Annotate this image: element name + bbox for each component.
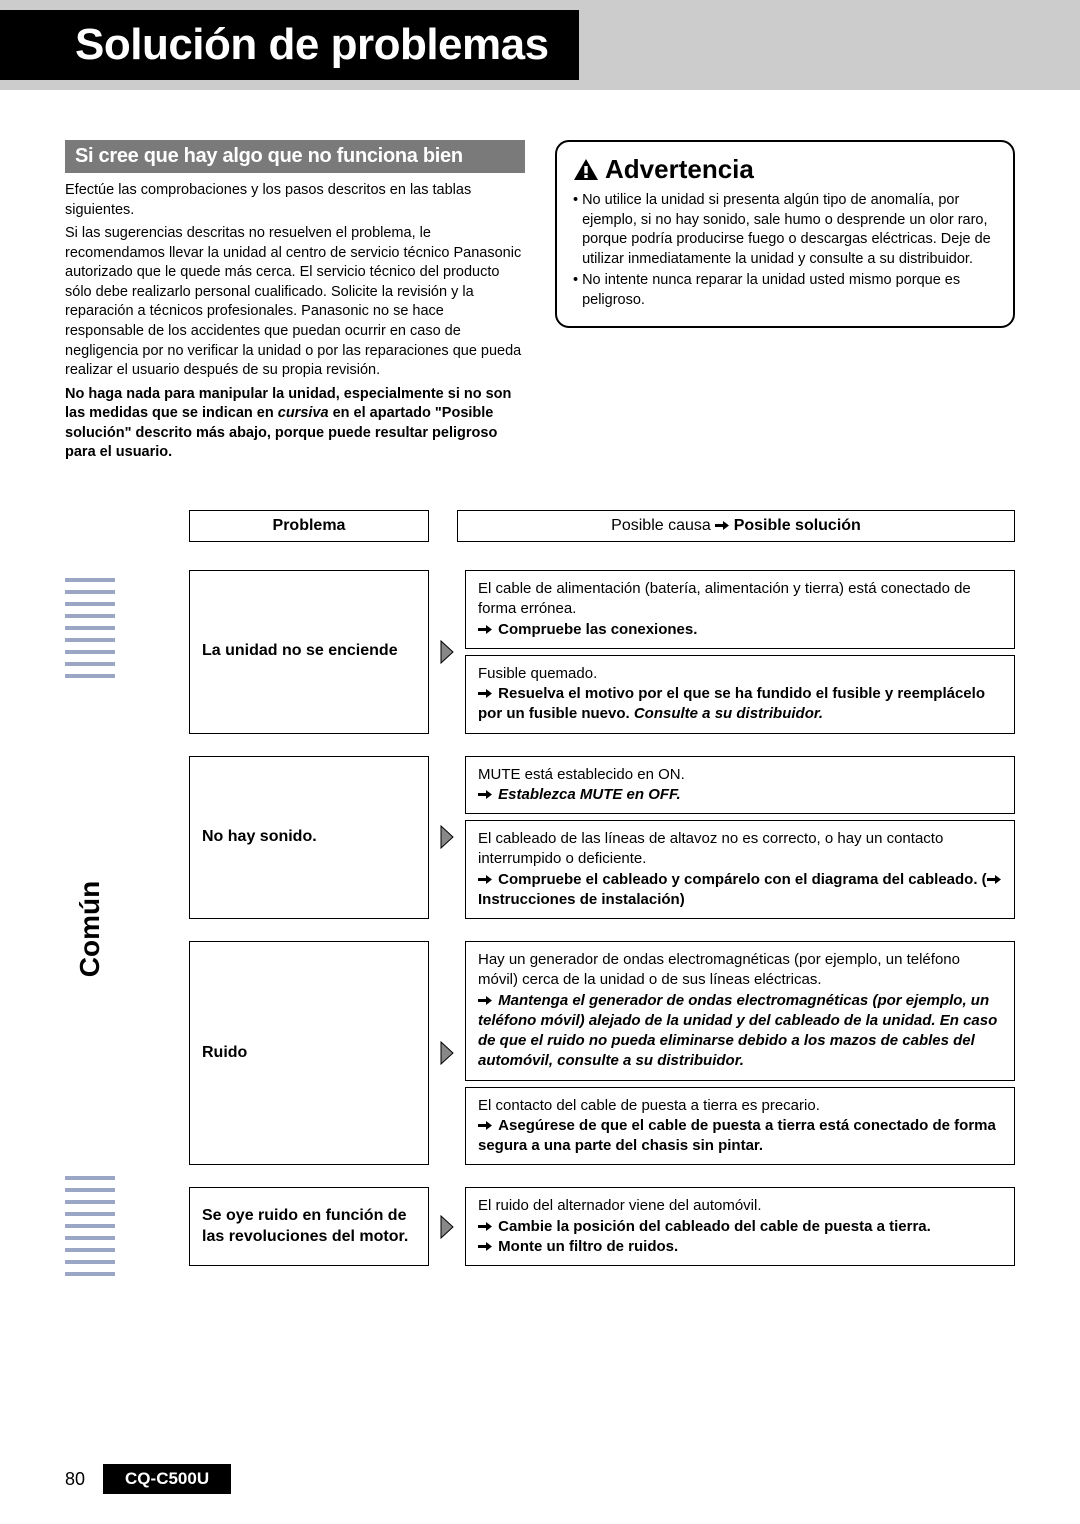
warning-bullet-2-text: No intente nunca reparar la unidad usted… — [582, 271, 997, 310]
category-tab: Común — [65, 570, 115, 1288]
arrow-triangle-icon — [437, 756, 457, 920]
warning-title-text: Advertencia — [605, 154, 754, 185]
problem-cell: No hay sonido. — [189, 756, 429, 920]
page-title: Solución de problemas — [0, 10, 579, 80]
table-row: Se oye ruido en función de las revolucio… — [189, 1187, 1015, 1266]
warning-box: Advertencia •No utilice la unidad si pre… — [555, 140, 1015, 328]
solution-cell: El contacto del cable de puesta a tierra… — [465, 1087, 1015, 1166]
solution-cell: El ruido del alternador viene del automó… — [465, 1187, 1015, 1266]
right-column: Advertencia •No utilice la unidad si pre… — [555, 140, 1015, 467]
warning-bullet-1-text: No utilice la unidad si presenta algún t… — [582, 191, 997, 269]
warning-title-row: Advertencia — [573, 154, 997, 185]
footer: 80 CQ-C500U — [65, 1464, 231, 1494]
problem-cell: La unidad no se enciende — [189, 570, 429, 734]
solution-cell: MUTE está establecido en ON. Establezca … — [465, 756, 1015, 815]
solutions-column: MUTE está establecido en ON. Establezca … — [465, 756, 1015, 920]
left-column: Si cree que hay algo que no funciona bie… — [65, 140, 525, 467]
hatch-top-icon — [65, 570, 115, 690]
intro-bold-italic: cursiva — [278, 405, 329, 421]
solution-cell: El cableado de las líneas de altavoz no … — [465, 820, 1015, 919]
top-bar: Solución de problemas — [0, 0, 1080, 90]
intro-paragraph-2: Si las sugerencias descritas no resuelve… — [65, 224, 525, 381]
table-row: Ruido Hay un generador de ondas electroma… — [189, 941, 1015, 1165]
arrow-triangle-icon — [437, 1187, 457, 1266]
header-cause-post: Posible solución — [734, 517, 861, 534]
category-label: Común — [74, 881, 106, 977]
warning-bullet-1: •No utilice la unidad si presenta algún … — [573, 191, 997, 269]
arrow-triangle-icon — [437, 941, 457, 1165]
section-rows: La unidad no se enciende El cable de alim… — [189, 570, 1015, 1288]
bullet-dot-icon: • — [573, 191, 578, 269]
warning-bullet-2: •No intente nunca reparar la unidad uste… — [573, 271, 997, 310]
warning-triangle-icon — [573, 158, 599, 182]
model-number: CQ-C500U — [103, 1464, 231, 1494]
problem-cell: Ruido — [189, 941, 429, 1165]
solution-cell: Hay un generador de ondas electromagnéti… — [465, 941, 1015, 1081]
arrow-triangle-icon — [437, 570, 457, 734]
category-wrap: Común La unidad no se enciende El cable d… — [65, 570, 1015, 1288]
bullet-dot-icon: • — [573, 271, 578, 310]
table-row: La unidad no se enciende El cable de alim… — [189, 570, 1015, 734]
page-number: 80 — [65, 1469, 85, 1490]
solutions-column: El cable de alimentación (batería, alime… — [465, 570, 1015, 734]
table-header-row: Problema Posible causa Posible solución — [189, 510, 1015, 542]
troubleshooting-table: Problema Posible causa Posible solución … — [65, 510, 1015, 1288]
hatch-bottom-icon — [65, 1168, 115, 1288]
section-heading: Si cree que hay algo que no funciona bie… — [65, 140, 525, 173]
problem-cell: Se oye ruido en función de las revolucio… — [189, 1187, 429, 1266]
solutions-column: El ruido del alternador viene del automó… — [465, 1187, 1015, 1266]
intro-warning-text: No haga nada para manipular la unidad, e… — [65, 385, 525, 463]
column-header-solution: Posible causa Posible solución — [457, 510, 1015, 542]
solution-cell: Fusible quemado. Resuelva el motivo por … — [465, 655, 1015, 734]
solutions-column: Hay un generador de ondas electromagnéti… — [465, 941, 1015, 1165]
solution-cell: El cable de alimentación (batería, alime… — [465, 570, 1015, 649]
arrow-right-icon — [715, 520, 729, 531]
column-header-problem: Problema — [189, 510, 429, 542]
table-row: No hay sonido. MUTE está establecido en O… — [189, 756, 1015, 920]
intro-paragraph-1: Efectúe las comprobaciones y los pasos d… — [65, 181, 525, 220]
content-columns: Si cree que hay algo que no funciona bie… — [0, 90, 1080, 467]
header-cause-pre: Posible causa — [611, 517, 715, 534]
